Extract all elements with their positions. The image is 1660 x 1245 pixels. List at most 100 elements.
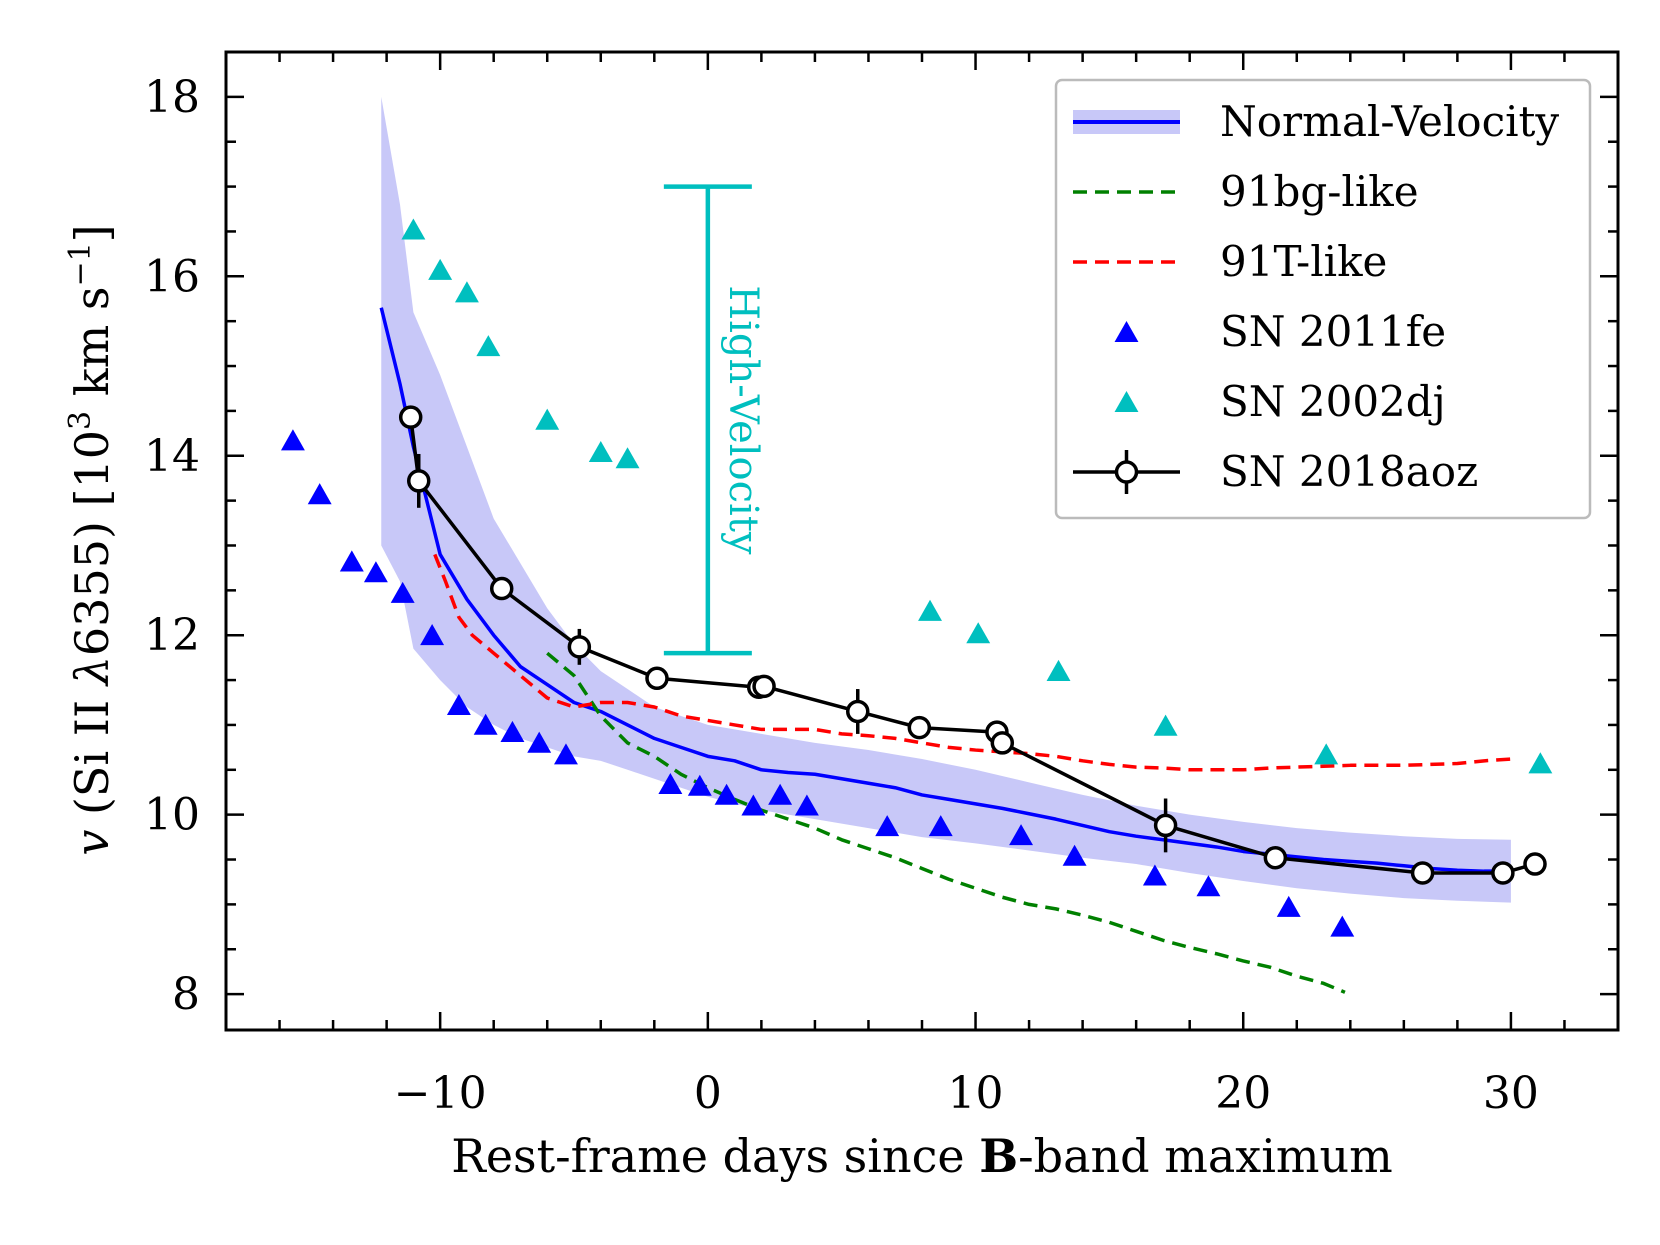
sn2011fe-point bbox=[1196, 875, 1221, 897]
sn2011fe-point bbox=[527, 731, 552, 753]
sn2011fe-point bbox=[794, 794, 819, 816]
legend-swatch-triangle bbox=[1114, 391, 1139, 413]
sn2018aoz-point bbox=[752, 674, 776, 699]
x-tick-label: 0 bbox=[694, 1068, 722, 1119]
sn2018aoz-point bbox=[990, 731, 1015, 755]
sn2011fe-point bbox=[500, 720, 525, 742]
legend-item: SN 2011fe bbox=[1114, 307, 1446, 356]
sn2011fe-point bbox=[307, 483, 332, 505]
sn2011fe-point bbox=[1009, 824, 1034, 846]
sn2018aoz-point bbox=[398, 405, 423, 429]
sn2011fe-point bbox=[390, 581, 415, 603]
91bg-like-line bbox=[546, 651, 1346, 994]
sn2018aoz-point bbox=[1263, 845, 1288, 870]
y-axis-label-var: v bbox=[65, 830, 119, 856]
sn2011fe-point bbox=[714, 783, 739, 805]
x-tick-label: −10 bbox=[394, 1068, 487, 1119]
y-tick-label: 16 bbox=[144, 251, 200, 302]
x-tick-label: 10 bbox=[948, 1068, 1004, 1119]
sn2018aoz-point bbox=[489, 576, 514, 601]
sn2018aoz-point bbox=[1153, 813, 1178, 838]
legend-label: 91bg-like bbox=[1220, 167, 1419, 216]
sn2011fe-point bbox=[420, 624, 445, 646]
legend-item: SN 2018aoz bbox=[1073, 447, 1478, 496]
y-tick-label: 12 bbox=[144, 610, 200, 661]
sn2018aoz-point bbox=[1523, 852, 1547, 876]
x-tick-label: 20 bbox=[1215, 1068, 1271, 1119]
sn2002dj-point bbox=[401, 218, 426, 240]
normal-velocity-line bbox=[379, 307, 1511, 873]
91t-like-line bbox=[433, 553, 1512, 772]
sn2018aoz-point bbox=[567, 635, 592, 659]
y-tick-label: 14 bbox=[144, 431, 200, 482]
y-axis-label-exp: 3 bbox=[63, 411, 98, 430]
data-layer bbox=[280, 96, 1553, 994]
y-tick-label: 10 bbox=[144, 790, 200, 841]
legend-item: 91T-like bbox=[1073, 237, 1387, 286]
sn2018aoz-point bbox=[1410, 861, 1435, 885]
legend-swatch-circle bbox=[1114, 460, 1139, 484]
sn2002dj-point bbox=[476, 335, 501, 357]
sn2002dj-point bbox=[454, 281, 479, 303]
sn2011fe-point bbox=[339, 550, 364, 572]
sn2011fe-point bbox=[1062, 844, 1087, 866]
sn2018aoz-line bbox=[408, 416, 1536, 875]
sn2018aoz-point bbox=[645, 666, 669, 691]
y-tick-label: 18 bbox=[144, 72, 200, 123]
y-tick-labels: 8 10 12 14 16 18 bbox=[144, 72, 200, 1020]
legend-label: SN 2011fe bbox=[1220, 307, 1446, 356]
sn2002dj-point bbox=[535, 408, 560, 430]
sn2002dj-point bbox=[1528, 752, 1553, 774]
x-tick-labels: −10 0 10 20 30 bbox=[394, 1068, 1539, 1119]
sn2011fe-point bbox=[768, 783, 793, 805]
y-axis-label-unit-exp: −1 bbox=[63, 242, 98, 286]
x-axis-label-bold: B bbox=[979, 1129, 1018, 1183]
sn2011fe-point bbox=[928, 815, 953, 837]
sn2018aoz-point bbox=[1491, 861, 1515, 885]
sn2011fe-point bbox=[446, 693, 471, 716]
y-tick-label: 8 bbox=[172, 969, 200, 1020]
sn2011fe-point bbox=[554, 743, 578, 765]
y-axis-label-species: (Si II bbox=[65, 685, 119, 829]
legend: Normal-Velocity 91bg-like 91T-like SN 2011f… bbox=[1054, 78, 1592, 520]
x-tick-label: 30 bbox=[1483, 1068, 1539, 1119]
legend-label: SN 2002dj bbox=[1220, 377, 1446, 426]
y-axis-label-wave: 6355) [10 bbox=[65, 430, 119, 656]
sn2018aoz-point bbox=[406, 469, 431, 493]
sn2011fe-point bbox=[1142, 864, 1167, 886]
y-axis-label-close: ] bbox=[65, 224, 119, 242]
legend-item: Normal-Velocity bbox=[1073, 97, 1559, 146]
ticks-layer bbox=[226, 52, 1618, 1030]
sn2011fe-point bbox=[363, 561, 388, 583]
x-axis-label: Rest-frame days since B-band maximum bbox=[451, 1129, 1393, 1183]
legend-label: 91T-like bbox=[1220, 237, 1387, 286]
legend-item: 91bg-like bbox=[1073, 167, 1419, 216]
y-axis-label: v (Si II λ6355) [103 km s−1] bbox=[63, 224, 119, 855]
legend-item: SN 2002dj bbox=[1114, 377, 1446, 426]
sn2011fe-point bbox=[875, 815, 900, 837]
sn2002dj-point bbox=[428, 258, 453, 280]
annotation-layer: High-Velocity bbox=[663, 184, 766, 656]
sn2002dj-point bbox=[615, 447, 640, 469]
high-velocity-label: High-Velocity bbox=[720, 285, 766, 555]
sn2011fe-point bbox=[658, 772, 683, 795]
legend-swatch-triangle bbox=[1114, 321, 1139, 343]
x-axis-label-post: -band maximum bbox=[1018, 1129, 1393, 1183]
sn2011fe-point bbox=[1276, 895, 1301, 917]
legend-label: Normal-Velocity bbox=[1220, 97, 1559, 146]
y-axis-label-unit: km s bbox=[65, 287, 119, 411]
y-axis-label-lambda: λ bbox=[65, 656, 119, 687]
sn2011fe-point bbox=[1330, 915, 1355, 937]
sn2002dj-point bbox=[1314, 743, 1339, 765]
plot-frame bbox=[224, 50, 1620, 1032]
sn2018aoz-point bbox=[907, 715, 932, 740]
sn2002dj-point bbox=[1153, 714, 1178, 736]
x-axis-label-pre: Rest-frame days since bbox=[451, 1129, 979, 1183]
sn2002dj-point bbox=[1046, 659, 1071, 681]
sn2011fe-point bbox=[741, 794, 766, 816]
sn2011fe-point bbox=[473, 713, 498, 735]
sn2002dj-point bbox=[588, 440, 613, 463]
legend-label: SN 2018aoz bbox=[1220, 447, 1478, 496]
sn2018aoz-point bbox=[846, 699, 870, 724]
